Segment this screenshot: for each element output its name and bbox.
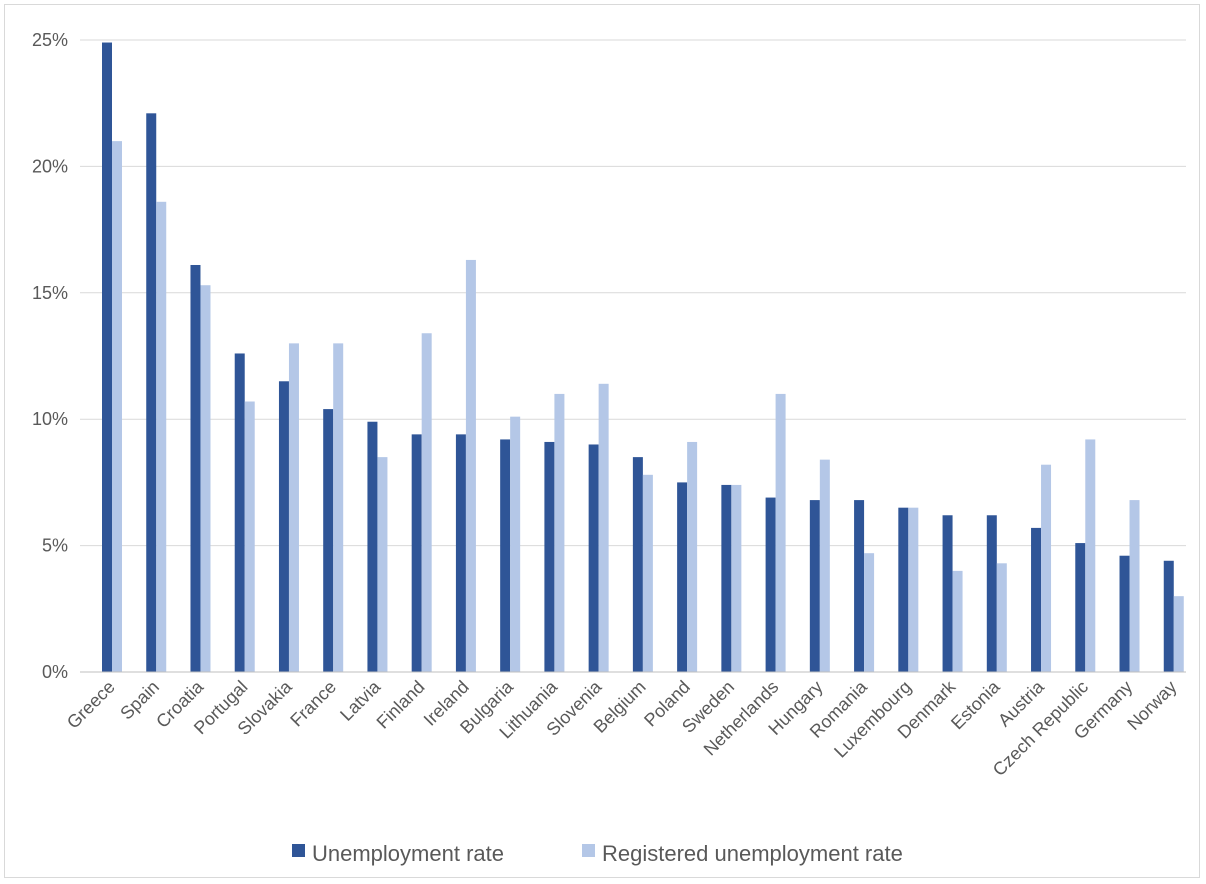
x-tick-label: Norway: [1123, 677, 1180, 734]
y-tick-label: 5%: [42, 536, 68, 556]
bar-unemployment-slovakia: [278, 381, 289, 672]
bar-registered-latvia: [377, 457, 388, 672]
legend: Unemployment rate Registered unemployment…: [292, 841, 903, 866]
x-axis-labels: GreeceSpainCroatiaPortugalSlovakiaFrance…: [63, 676, 1181, 780]
legend-label: Unemployment rate: [312, 841, 504, 866]
bar-registered-spain: [156, 201, 167, 673]
bar-unemployment-romania: [854, 500, 865, 672]
bar-registered-ireland: [465, 259, 476, 672]
bar-registered-germany: [1129, 500, 1140, 672]
bar-unemployment-luxembourg: [898, 507, 909, 672]
gridlines: [80, 39, 1186, 547]
bar-unemployment-czech-republic: [1075, 543, 1086, 672]
x-tick-label: Finland: [373, 677, 429, 733]
bar-registered-denmark: [952, 570, 963, 672]
y-tick-label: 10%: [32, 409, 68, 429]
bar-registered-luxembourg: [908, 507, 919, 672]
x-tick-label: France: [286, 677, 340, 731]
bar-unemployment-belgium: [632, 457, 643, 672]
bar-unemployment-netherlands: [765, 497, 776, 672]
bar-unemployment-slovenia: [588, 444, 599, 672]
x-tick-label: Greece: [63, 677, 119, 733]
bar-registered-finland: [421, 333, 432, 672]
bar-unemployment-latvia: [367, 421, 378, 672]
legend-label: Registered unemployment rate: [602, 841, 903, 866]
y-tick-label: 25%: [32, 30, 68, 50]
bar-registered-belgium: [642, 474, 653, 672]
bar-unemployment-ireland: [455, 434, 466, 672]
bar-registered-france: [333, 343, 344, 672]
y-tick-label: 0%: [42, 662, 68, 682]
bar-unemployment-spain: [146, 113, 157, 672]
bar-registered-estonia: [996, 563, 1007, 672]
y-axis-ticks: 0% 5% 10% 15% 20% 25%: [32, 30, 68, 682]
bar-registered-poland: [687, 441, 698, 672]
bar-unemployment-norway: [1163, 560, 1174, 672]
bar-unemployment-hungary: [809, 500, 820, 672]
bar-registered-sweden: [731, 484, 742, 672]
bar-unemployment-finland: [411, 434, 422, 672]
bar-registered-croatia: [200, 285, 211, 672]
bar-unemployment-lithuania: [544, 441, 555, 672]
bar-registered-czech-republic: [1085, 439, 1096, 672]
bar-registered-greece: [112, 141, 122, 672]
bar-registered-netherlands: [775, 393, 786, 672]
x-tick-label: Estonia: [947, 676, 1004, 733]
bar-registered-portugal: [244, 401, 255, 672]
bar-unemployment-estonia: [986, 515, 997, 672]
legend-swatch: [292, 844, 305, 857]
bar-unemployment-austria: [1031, 527, 1042, 672]
bars: [102, 42, 1184, 673]
y-tick-label: 20%: [32, 156, 68, 176]
legend-swatch: [582, 844, 595, 857]
bar-unemployment-poland: [677, 482, 688, 672]
bar-registered-lithuania: [554, 393, 565, 672]
bar-unemployment-portugal: [234, 353, 245, 672]
bar-unemployment-denmark: [942, 515, 953, 672]
bar-registered-norway: [1173, 596, 1184, 672]
bar-unemployment-greece: [102, 42, 112, 672]
bar-registered-bulgaria: [510, 416, 521, 672]
bar-registered-austria: [1041, 464, 1052, 672]
bar-unemployment-bulgaria: [500, 439, 511, 672]
bar-unemployment-germany: [1119, 555, 1130, 672]
y-tick-label: 15%: [32, 283, 68, 303]
bar-registered-hungary: [819, 459, 830, 672]
bar-unemployment-sweden: [721, 484, 732, 672]
bar-unemployment-croatia: [190, 264, 201, 672]
bar-registered-slovakia: [288, 343, 299, 672]
bar-registered-slovenia: [598, 383, 609, 672]
bar-unemployment-france: [323, 409, 334, 672]
bar-registered-romania: [864, 553, 875, 672]
